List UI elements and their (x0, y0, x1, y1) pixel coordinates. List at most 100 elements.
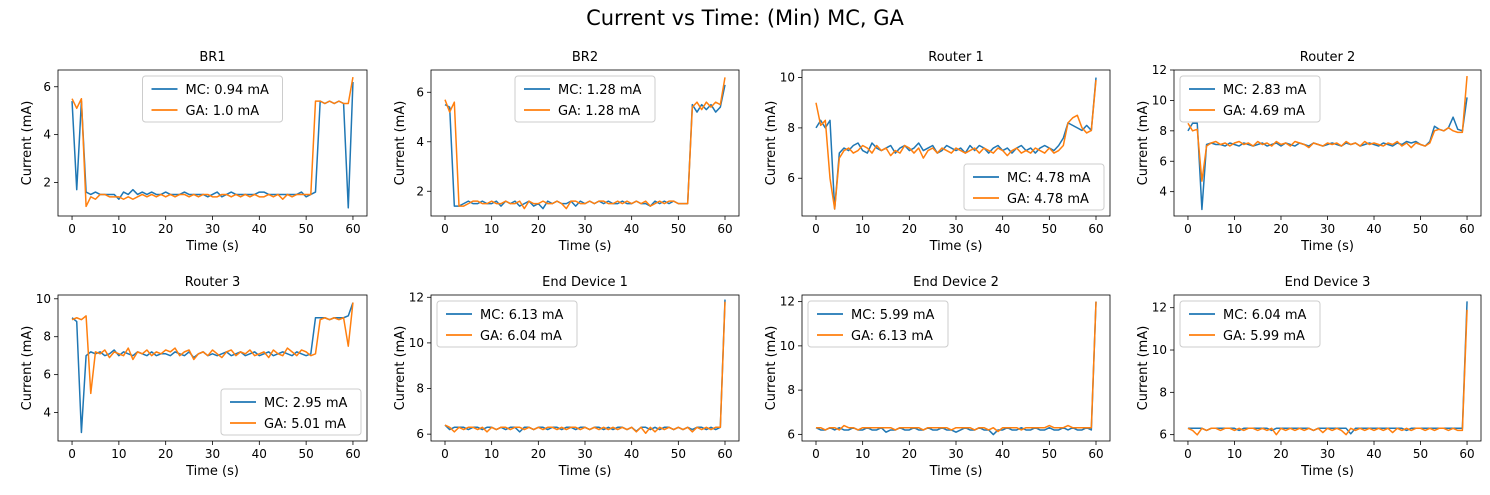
x-tick-label: 0 (1184, 447, 1192, 461)
y-tick-label: 8 (416, 382, 424, 396)
x-tick-label: 30 (577, 447, 592, 461)
x-tick-label: 30 (205, 447, 220, 461)
legend-entry-mc: MC: 1.28 mA (558, 83, 642, 98)
x-tick-label: 30 (948, 447, 963, 461)
x-tick-label: 60 (345, 447, 360, 461)
y-tick-label: 6 (1159, 428, 1167, 442)
series-line-ga (816, 301, 1097, 433)
x-tick-label: 0 (441, 447, 449, 461)
subplot-title: End Device 1 (542, 275, 628, 290)
x-tick-label: 50 (671, 447, 686, 461)
legend-entry-ga: GA: 5.99 mA (1223, 329, 1305, 344)
y-axis-label: Current (mA) (20, 101, 35, 186)
y-tick-label: 4 (416, 135, 424, 149)
x-tick-label: 50 (298, 447, 313, 461)
x-tick-label: 40 (1366, 222, 1381, 236)
legend-entry-ga: GA: 6.04 mA (480, 329, 562, 344)
x-tick-label: 40 (995, 222, 1010, 236)
x-axis-label: Time (s) (929, 239, 983, 254)
x-axis-label: Time (s) (1300, 239, 1354, 254)
x-tick-label: 0 (812, 222, 820, 236)
x-tick-label: 60 (1088, 447, 1103, 461)
series-line-mc (71, 81, 354, 209)
x-tick-label: 40 (252, 222, 267, 236)
y-tick-label: 12 (1152, 63, 1167, 77)
subplot-title: End Device 2 (913, 275, 999, 290)
series-line-mc (815, 301, 1097, 436)
legend: MC: 6.13 mA GA: 6.04 mA (436, 300, 578, 348)
x-tick-label: 10 (1227, 222, 1242, 236)
x-tick-label: 40 (252, 447, 267, 461)
series-line-ga (71, 77, 354, 208)
series-line-mc (71, 302, 354, 434)
subplot-title: BR2 (572, 50, 598, 65)
x-tick-label: 60 (717, 222, 732, 236)
subplot-4: Router 2 0 10 20 30 40 50 60 4 6 8 10 12 Time (s) Curr… (1136, 50, 1482, 254)
x-axis-label: Time (s) (1300, 464, 1354, 479)
y-tick-label: 10 (36, 292, 51, 306)
y-tick-label: 6 (43, 368, 51, 382)
y-tick-label: 12 (780, 295, 795, 309)
y-tick-label: 6 (1159, 154, 1167, 168)
y-tick-label: 12 (1152, 301, 1167, 315)
x-tick-label: 50 (298, 222, 313, 236)
x-tick-label: 30 (1320, 222, 1335, 236)
y-tick-label: 6 (787, 171, 795, 185)
legend-entry-ga: GA: 1.28 mA (558, 104, 640, 119)
y-tick-label: 10 (409, 336, 424, 350)
x-axis-label: Time (s) (185, 239, 239, 254)
y-tick-label: 6 (416, 427, 424, 441)
legend-entry-mc: MC: 6.04 mA (1223, 308, 1307, 323)
y-tick-label: 6 (43, 80, 51, 94)
x-tick-label: 0 (68, 447, 76, 461)
legend-entry-mc: MC: 5.99 mA (851, 308, 935, 323)
subplot-5: Router 3 0 10 20 30 40 50 60 4 6 8 10 Time (s) Curren… (20, 275, 368, 479)
y-tick-label: 10 (780, 71, 795, 85)
y-tick-label: 8 (787, 121, 795, 135)
x-axis-label: Time (s) (929, 464, 983, 479)
x-tick-label: 40 (1366, 447, 1381, 461)
y-tick-label: 10 (1152, 93, 1167, 107)
subplot-title: Router 3 (185, 275, 241, 290)
x-tick-label: 30 (1320, 447, 1335, 461)
series-line-ga (1187, 309, 1468, 436)
x-tick-label: 60 (1459, 447, 1474, 461)
y-tick-label: 4 (43, 406, 51, 420)
legend: MC: 2.83 mA GA: 4.69 mA (1179, 75, 1321, 123)
x-tick-label: 30 (205, 222, 220, 236)
y-axis-label: Current (mA) (1136, 326, 1151, 411)
legend-entry-mc: MC: 2.95 mA (264, 396, 348, 411)
legend-entry-ga: GA: 5.01 mA (264, 417, 346, 432)
x-tick-label: 10 (111, 447, 126, 461)
subplot-title: End Device 3 (1285, 275, 1371, 290)
x-tick-label: 10 (484, 447, 499, 461)
y-axis-label: Current (mA) (393, 326, 408, 411)
x-tick-label: 10 (1227, 447, 1242, 461)
x-tick-label: 60 (717, 447, 732, 461)
x-tick-label: 20 (158, 447, 173, 461)
y-tick-label: 8 (1159, 124, 1167, 138)
legend: MC: 4.78 mA GA: 4.78 mA (963, 163, 1105, 211)
series-line-ga (815, 80, 1097, 210)
x-tick-label: 40 (624, 222, 639, 236)
x-tick-label: 50 (1413, 447, 1428, 461)
x-tick-label: 20 (158, 222, 173, 236)
x-tick-label: 20 (531, 222, 546, 236)
legend: MC: 5.99 mA GA: 6.13 mA (807, 300, 949, 348)
x-axis-label: Time (s) (558, 464, 612, 479)
y-axis-label: Current (mA) (764, 101, 779, 186)
y-tick-label: 8 (1159, 385, 1167, 399)
y-tick-label: 10 (780, 339, 795, 353)
legend-entry-mc: MC: 2.83 mA (1223, 83, 1307, 98)
legend-entry-ga: GA: 6.13 mA (851, 329, 933, 344)
x-tick-label: 0 (68, 222, 76, 236)
legend-entry-ga: GA: 1.0 mA (186, 104, 260, 119)
legend: MC: 0.94 mA GA: 1.0 mA (142, 75, 283, 123)
legend-entry-mc: MC: 6.13 mA (480, 308, 564, 323)
x-tick-label: 20 (902, 222, 917, 236)
x-tick-label: 50 (1413, 222, 1428, 236)
x-tick-label: 0 (1184, 222, 1192, 236)
series-line-ga (444, 77, 726, 210)
